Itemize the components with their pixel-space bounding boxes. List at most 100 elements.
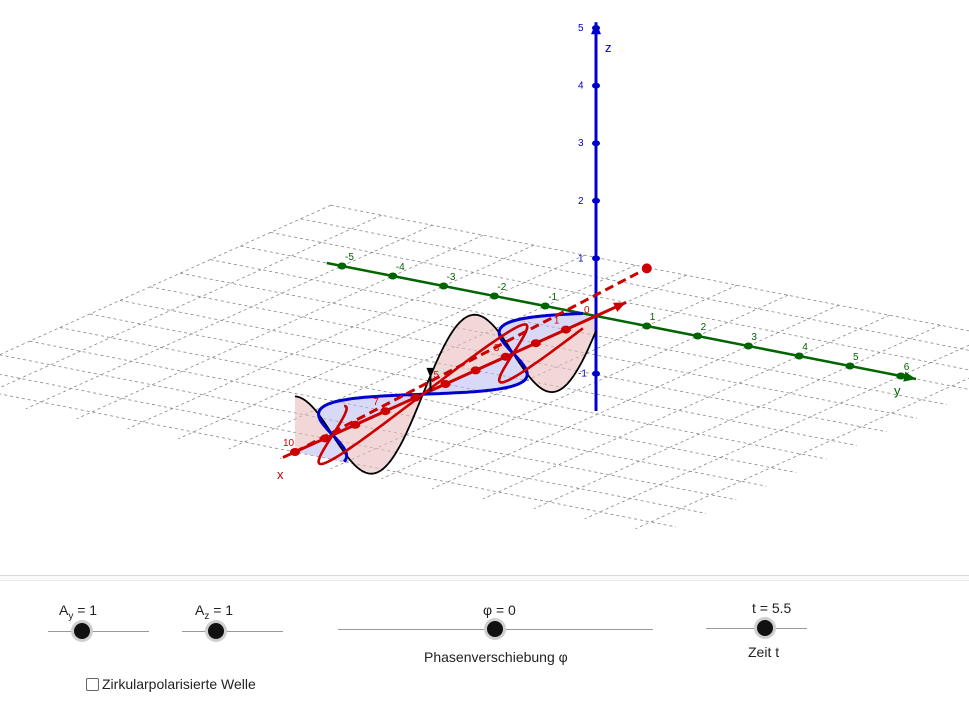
x-tick-label: 5 [434,370,440,381]
grid-line-y [482,314,890,500]
y-tick-label: -3 [447,272,456,283]
y-tick-label: 1 [650,312,656,323]
slider-az-label: Az = 1 [195,602,234,622]
grid-line-x [210,259,947,405]
z-tick-label: 5 [578,23,584,34]
slider-ay-sub: y [68,611,74,622]
z-tick-mark [592,25,600,31]
y-tick-mark [743,342,753,350]
z-tick-label: 1 [578,253,584,264]
axis-labels: -5 -4 -3 -2 -1 1 2 3 4 5 6 -1 1 2 3 4 5 1 3 5 7 10 0 x y z [277,23,910,482]
slider-t[interactable]: t = 5.5 [706,596,810,640]
x-axis-label: x [277,467,284,482]
resultant-curve [317,323,584,466]
circular-polarization-checkbox[interactable] [86,677,99,691]
grid-line-y [25,224,433,410]
z-axis-label: z [605,40,612,55]
slider-t-caption: Zeit t [748,644,780,660]
z-tick-mark [592,370,600,377]
slider-az-knob[interactable] [208,623,224,639]
y-tick-label: 5 [853,352,859,363]
slider-az[interactable]: Az = 1 [182,598,286,642]
grid-line-y [635,377,969,530]
circular-polarization-label: Zirkularpolarisierte Welle [102,676,256,692]
z-tick-label: 3 [578,138,584,149]
resultant-vector-dashed [294,267,648,454]
grid-line-y [228,264,636,450]
origin-label: 0 [584,305,590,316]
x-tick-mark [470,366,481,375]
axes [282,22,917,459]
y-tick-mark [642,322,652,330]
grid-line-y [0,204,331,356]
slider-ay-knob[interactable] [74,623,90,639]
grid-line-x [180,272,917,419]
y-tick-mark [693,332,703,340]
y-tick-label: 4 [802,342,808,353]
grid-line-y [381,294,789,480]
wave-y-curve [317,311,583,463]
slider-az-value: = 1 [209,602,234,618]
z-tick-label: 2 [578,196,584,207]
scene-svg[interactable]: -5 -4 -3 -2 -1 1 2 3 4 5 6 -1 1 2 3 4 5 1 3 5 7 10 0 x y z [0,0,969,575]
x-tick-mark [500,352,511,361]
y-tick-mark [896,372,906,380]
y-tick-mark [540,302,550,310]
z-tick-label: -1 [578,369,587,380]
x-tick-mark [380,407,391,416]
grid-line-y [178,254,585,440]
grid-line-y [76,234,484,420]
slider-phi-caption: Phasenverschiebung φ [424,649,568,665]
y-axis-label: y [894,383,901,398]
slider-t-track[interactable] [706,628,807,629]
resultant-vector-tip [641,263,652,274]
y-tick-label: 2 [701,322,707,333]
slider-ay[interactable]: Ay = 1 [48,598,152,642]
graphics-3d-view[interactable]: -5 -4 -3 -2 -1 1 2 3 4 5 6 -1 1 2 3 4 5 1 3 5 7 10 0 x y z [0,0,969,575]
panel-divider [0,575,969,581]
grid-line-x [0,393,677,528]
slider-ay-prefix: A [59,602,69,618]
x-tick-mark [440,380,451,388]
y-tick-label: -5 [345,252,354,263]
z-tick-mark [592,82,600,89]
y-axis-line-arrow [903,371,917,382]
x-axis-line-arrow [613,302,627,312]
grid-line-y [584,344,969,520]
x-tick-mark [320,434,331,443]
slider-az-prefix: A [195,602,205,618]
slider-ay-track[interactable] [48,631,149,632]
grid-line-x [29,340,767,487]
grid-line-x [119,300,857,446]
x-tick-label: 3 [494,343,500,354]
grid-line-y [533,324,941,510]
axis-ticks [290,25,906,456]
grid-line-x [150,286,887,433]
slider-t-knob[interactable] [757,620,773,636]
x-tick-mark [530,339,541,348]
grid-line-x [330,204,969,332]
slider-az-track[interactable] [182,631,283,632]
z-tick-mark [592,255,600,262]
z-tick-label: 4 [578,81,584,92]
grid-line-y [432,304,839,490]
slider-phi-knob[interactable] [487,621,503,637]
circular-polarization-toggle[interactable]: Zirkularpolarisierte Welle [86,676,256,692]
y-tick-label: -1 [548,292,557,303]
z-tick-mark [592,140,600,147]
grid-line-y [127,244,535,430]
grid-line-x [270,232,969,371]
wave-curves [294,263,652,475]
y-tick-mark [337,262,347,270]
slider-t-label: t = 5.5 [752,600,792,616]
y-tick-label: -2 [497,282,506,293]
x-tick-mark [410,393,421,402]
x-tick-label: 1 [554,316,560,327]
slider-phi[interactable]: φ = 0 [338,598,654,642]
slider-phi-label: φ = 0 [483,602,516,618]
grid-line-x [0,373,707,514]
y-tick-label: -4 [396,262,405,273]
x-tick-label: 7 [373,397,379,408]
y-tick-mark [489,292,499,300]
grid-line-x [59,327,797,473]
